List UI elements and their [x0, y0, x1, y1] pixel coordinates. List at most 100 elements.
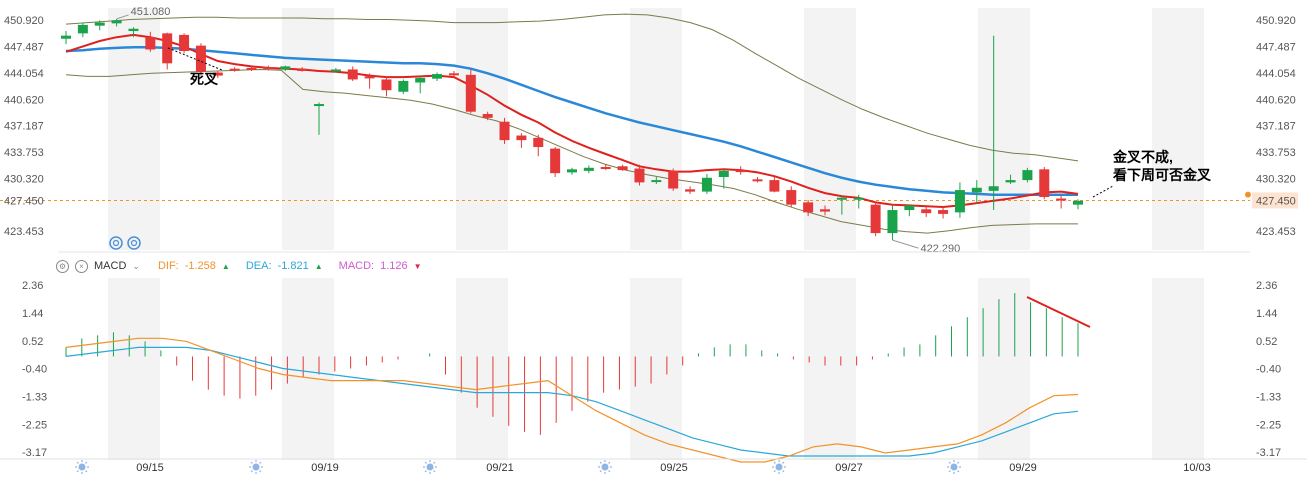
death-cross-pointer [167, 47, 223, 71]
candle-body [870, 204, 881, 234]
sun-icon [423, 460, 437, 474]
indicator-name[interactable]: MACD [94, 260, 127, 272]
candle-body [364, 76, 375, 79]
weekend-band [978, 8, 1030, 250]
candle-body [516, 135, 527, 141]
sun-core [601, 463, 609, 471]
candle-body [887, 210, 898, 234]
weekend-band [630, 8, 682, 250]
price-tick-label-left: 447.487 [4, 42, 44, 54]
candle [954, 182, 965, 218]
weekend-band [456, 278, 508, 460]
candle [634, 164, 645, 186]
candle [432, 72, 443, 81]
candle-body [145, 37, 156, 50]
sun-icon [947, 460, 961, 474]
candle [1022, 167, 1033, 183]
candle [904, 204, 915, 217]
candle-body [820, 209, 830, 212]
date-tick-label: 09/27 [835, 462, 863, 474]
candle [1056, 195, 1067, 209]
sun-ray [957, 461, 960, 464]
chevron-down-icon[interactable]: ⌄ [132, 260, 140, 271]
candle [77, 22, 88, 38]
macd-trend-line [1026, 296, 1091, 328]
candle [617, 164, 628, 171]
macd-tick-label: -1.33 [1256, 392, 1281, 404]
candle [364, 73, 375, 89]
candle [330, 67, 341, 73]
date-tick-label: 09/19 [311, 462, 339, 474]
dif-value: -1.258 [184, 260, 216, 272]
candle [516, 133, 527, 148]
candle [94, 20, 105, 31]
candle-body [904, 205, 915, 211]
candle-body [77, 24, 88, 34]
candle-body [1022, 170, 1033, 181]
candle [921, 206, 932, 217]
low-label: 422.290 [920, 243, 960, 255]
sun-ray [599, 461, 602, 464]
date-tick-label: 09/15 [136, 462, 164, 474]
price-tick-label-left: 430.320 [4, 173, 44, 185]
candle-body [263, 67, 274, 70]
sun-core [252, 463, 260, 471]
sun-ray [85, 470, 88, 473]
sun-ray [259, 470, 262, 473]
note-line-1: 金叉不成, [1112, 149, 1173, 165]
macd-tick-label-left: -0.40 [22, 364, 47, 376]
sun-ray [782, 461, 785, 464]
candle [803, 200, 814, 217]
sun-ray [85, 461, 88, 464]
candle [347, 66, 358, 81]
candle [533, 134, 544, 157]
sun-ray [433, 461, 436, 464]
macd-tick-label: 0.52 [1256, 336, 1277, 348]
macd-panel [65, 293, 1091, 463]
date-tick-label: 09/21 [486, 462, 514, 474]
candle [938, 206, 949, 219]
sun-core [950, 463, 958, 471]
candle-body [803, 202, 814, 213]
price-marker [1245, 191, 1251, 198]
candle-body [651, 180, 662, 183]
sun-ray [948, 470, 951, 473]
price-tick-label-left: 423.453 [4, 226, 44, 238]
candle-body [499, 121, 510, 141]
current-price-tag [1252, 192, 1298, 209]
candle-body [128, 28, 139, 32]
macd-tick-label-left: 0.52 [22, 336, 43, 348]
candle [836, 196, 847, 215]
price-tick-label: 433.753 [1256, 147, 1296, 159]
sun-ray [782, 470, 785, 473]
candle [162, 32, 173, 70]
candle-body [229, 68, 240, 71]
candle-body [246, 67, 257, 70]
price-tick-label: 423.453 [1256, 226, 1296, 238]
sun-ray [76, 470, 79, 473]
high-leader [116, 14, 129, 20]
candle-body [685, 189, 696, 192]
candle [499, 117, 510, 144]
weekend-bands [108, 8, 1204, 460]
sun-icon [249, 460, 263, 474]
axes: 450.920 450.920 447.487 447.487 444.054 444.0… [0, 15, 1307, 474]
candle [971, 180, 982, 204]
weekend-band [804, 278, 856, 460]
price-tick-label-left: 444.054 [4, 68, 44, 80]
candle-body [668, 170, 679, 189]
candle [583, 165, 594, 174]
dea-label: DEA: [245, 260, 272, 272]
annotations: 死叉 金叉不成, 看下周可否金叉 [189, 71, 1212, 183]
close-icon[interactable]: × [75, 259, 88, 273]
sun-ray [773, 470, 776, 473]
candle [111, 18, 122, 27]
candle [482, 111, 493, 121]
boll-upper-line [65, 13, 1079, 162]
macd-tick-label-left: -3.17 [22, 447, 47, 459]
macd-header: ⚙ × MACD ⌄ DIF: -1.258 ▲ DEA: -1.821 ▲ M… [56, 258, 422, 274]
sun-icon [598, 460, 612, 474]
gear-icon[interactable]: ⚙ [56, 259, 69, 273]
candle [600, 163, 611, 171]
date-tick-label: 10/03 [1183, 462, 1211, 474]
